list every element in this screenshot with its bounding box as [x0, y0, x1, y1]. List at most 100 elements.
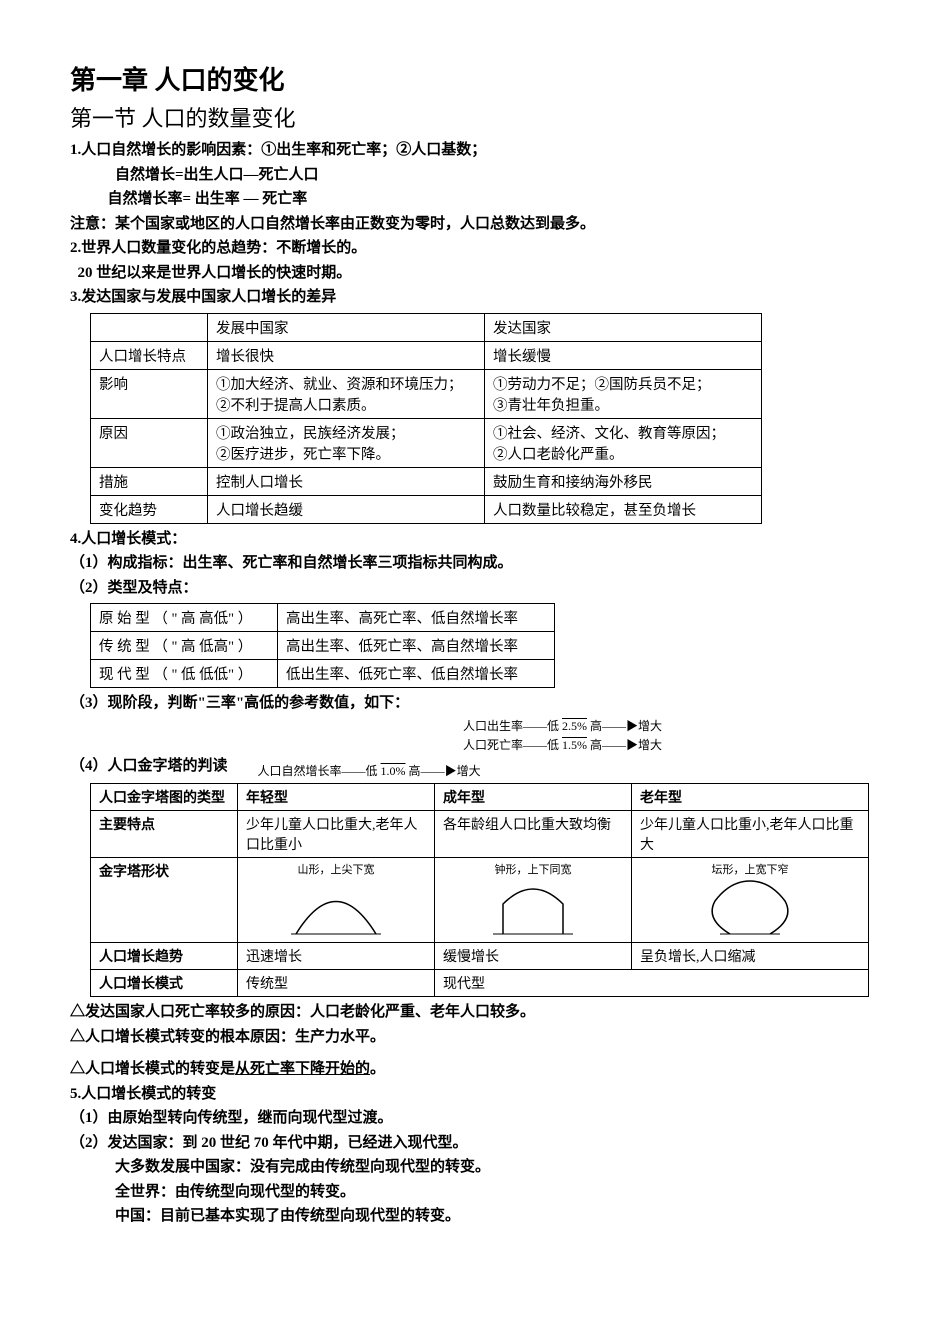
cell: 低出生率、低死亡率、低自然增长率	[278, 660, 555, 688]
scale-birth: 人口出生率——低 2.5% 高——▶增大	[250, 717, 875, 734]
scale-low: 低	[366, 764, 378, 778]
cell-shape-old: 坛形，上宽下窄	[632, 858, 869, 943]
note-3: △人口增长模式的转变是从死亡率下降开始的。	[70, 1058, 875, 1081]
scale-natural: 人口自然增长率——低 1.0% 高——▶增大	[258, 762, 481, 779]
point-4: 4.人口增长模式：	[70, 528, 875, 551]
cell: 传统型	[238, 970, 435, 997]
cell-shape-young: 山形，上尖下宽	[238, 858, 435, 943]
note-3-underline: 从死亡率下降开始的	[235, 1061, 370, 1077]
point-1b: 自然增长率= 出生率 — 死亡率	[108, 188, 876, 211]
table-row: 影响 ①加大经济、就业、资源和环境压力； ②不利于提高人口素质。 ①劳动力不足；…	[91, 369, 762, 418]
cell: 金字塔形状	[91, 858, 238, 943]
cell: 少年儿童人口比重大,老年人口比重小	[238, 811, 435, 858]
scale-label: 人口死亡率	[463, 738, 523, 752]
cell	[91, 313, 208, 341]
point-5-2a: （2）发达国家：到 20 世纪 70 年代中期，已经进入现代型。	[70, 1132, 875, 1155]
scale-arrow: 增大	[638, 719, 662, 733]
cell: 控制人口增长	[208, 467, 485, 495]
note-3-pre: △人口增长模式的转变是	[70, 1061, 235, 1077]
scale-val: 1.5%	[562, 738, 587, 752]
cell: 发达国家	[485, 313, 762, 341]
scale-low: 低	[547, 719, 559, 733]
note-2: △人口增长模式转变的根本原因：生产力水平。	[70, 1026, 875, 1049]
cell: 人口增长趋缓	[208, 495, 485, 523]
point-1: 1.人口自然增长的影响因素：①出生率和死亡率；②人口基数；	[70, 139, 875, 162]
cell: ①加大经济、就业、资源和环境压力； ②不利于提高人口素质。	[208, 369, 485, 418]
point-1a: 自然增长=出生人口—死亡人口	[115, 164, 875, 187]
pyramid-young-icon	[281, 879, 391, 939]
cell: 增长很快	[208, 341, 485, 369]
scale-label: 人口出生率	[463, 719, 523, 733]
scale-label: 人口自然增长率	[258, 764, 342, 778]
scale-high: 高	[409, 764, 421, 778]
cell: 缓慢增长	[435, 943, 632, 970]
table-row: 主要特点 少年儿童人口比重大,老年人口比重小 各年龄组人口比重大致均衡 少年儿童…	[91, 811, 869, 858]
cell: 迅速增长	[238, 943, 435, 970]
point-4-3: （3）现阶段，判断"三率"高低的参考数值，如下：	[70, 692, 875, 715]
scale-death: 人口死亡率——低 1.5% 高——▶增大	[250, 736, 875, 753]
table-row: 人口金字塔图的类型 年轻型 成年型 老年型	[91, 784, 869, 811]
table-row: 原因 ①政治独立，民族经济发展； ②医疗进步，死亡率下降。 ①社会、经济、文化、…	[91, 418, 762, 467]
section-title: 第一节 人口的数量变化	[70, 101, 875, 133]
point-4-1: （1）构成指标：出生率、死亡率和自然增长率三项指标共同构成。	[70, 552, 875, 575]
cell: 人口增长趋势	[91, 943, 238, 970]
point-5-2c: 全世界：由传统型向现代型的转变。	[115, 1181, 875, 1204]
cell: ①政治独立，民族经济发展； ②医疗进步，死亡率下降。	[208, 418, 485, 467]
cell: 传 统 型 （ " 高 低高" ）	[91, 632, 278, 660]
scale-high: 高	[590, 738, 602, 752]
cell: 措施	[91, 467, 208, 495]
point-4-2: （2）类型及特点：	[70, 577, 875, 600]
scale-val: 1.0%	[381, 764, 406, 778]
shape-label: 山形，上尖下宽	[246, 861, 426, 877]
table-row: 人口增长趋势 迅速增长 缓慢增长 呈负增长,人口缩减	[91, 943, 869, 970]
point-2: 2.世界人口数量变化的总趋势：不断增长的。	[70, 237, 875, 260]
point-2a: 20 世纪以来是世界人口增长的快速时期。	[78, 262, 876, 285]
point-4-4: （4）人口金字塔的判读	[70, 755, 228, 778]
cell: 高出生率、高死亡率、低自然增长率	[278, 604, 555, 632]
cell: 变化趋势	[91, 495, 208, 523]
table-pyramid: 人口金字塔图的类型 年轻型 成年型 老年型 主要特点 少年儿童人口比重大,老年人…	[90, 783, 869, 997]
table-row: 现 代 型 （ " 低 低低" ） 低出生率、低死亡率、低自然增长率	[91, 660, 555, 688]
cell: 成年型	[435, 784, 632, 811]
cell: 少年儿童人口比重小,老年人口比重大	[632, 811, 869, 858]
pyramid-old-icon	[685, 879, 815, 939]
cell: 发展中国家	[208, 313, 485, 341]
cell: 主要特点	[91, 811, 238, 858]
point-5: 5.人口增长模式的转变	[70, 1083, 875, 1106]
point-5-2d: 中国：目前已基本实现了由传统型向现代型的转变。	[115, 1205, 875, 1228]
table-row: 传 统 型 （ " 高 低高" ） 高出生率、低死亡率、高自然增长率	[91, 632, 555, 660]
scale-low: 低	[547, 738, 559, 752]
cell: 呈负增长,人口缩减	[632, 943, 869, 970]
point-5-1: （1）由原始型转向传统型，继而向现代型过渡。	[70, 1107, 875, 1130]
cell: 年轻型	[238, 784, 435, 811]
cell: ①劳动力不足；②国防兵员不足； ③青壮年负担重。	[485, 369, 762, 418]
cell: 现代型	[435, 970, 869, 997]
table-row: 人口增长模式 传统型 现代型	[91, 970, 869, 997]
table-row: 措施 控制人口增长 鼓励生育和接纳海外移民	[91, 467, 762, 495]
cell: 各年龄组人口比重大致均衡	[435, 811, 632, 858]
cell: 现 代 型 （ " 低 低低" ）	[91, 660, 278, 688]
pyramid-adult-icon	[478, 879, 588, 939]
cell: 影响	[91, 369, 208, 418]
cell: 原因	[91, 418, 208, 467]
table-row: 变化趋势 人口增长趋缓 人口数量比较稳定，甚至负增长	[91, 495, 762, 523]
scale-high: 高	[590, 719, 602, 733]
scale-arrow: 增大	[638, 738, 662, 752]
table-modes: 原 始 型 （ " 高 高低" ） 高出生率、高死亡率、低自然增长率 传 统 型…	[90, 603, 555, 688]
shape-label: 坛形，上宽下窄	[640, 861, 860, 877]
table-row: 人口增长特点 增长很快 增长缓慢	[91, 341, 762, 369]
table-row: 原 始 型 （ " 高 高低" ） 高出生率、高死亡率、低自然增长率	[91, 604, 555, 632]
note-3-post: 。	[370, 1061, 385, 1077]
table-row: 发展中国家 发达国家	[91, 313, 762, 341]
cell: 老年型	[632, 784, 869, 811]
note-1: △发达国家人口死亡率较多的原因：人口老龄化严重、老年人口较多。	[70, 1001, 875, 1024]
cell: 增长缓慢	[485, 341, 762, 369]
cell: 人口数量比较稳定，甚至负增长	[485, 495, 762, 523]
cell: 人口金字塔图的类型	[91, 784, 238, 811]
cell: ①社会、经济、文化、教育等原因； ②人口老龄化严重。	[485, 418, 762, 467]
cell: 人口增长特点	[91, 341, 208, 369]
table-countries: 发展中国家 发达国家 人口增长特点 增长很快 增长缓慢 影响 ①加大经济、就业、…	[90, 313, 762, 524]
cell: 高出生率、低死亡率、高自然增长率	[278, 632, 555, 660]
point-5-2b: 大多数发展中国家：没有完成由传统型向现代型的转变。	[115, 1156, 875, 1179]
cell: 鼓励生育和接纳海外移民	[485, 467, 762, 495]
